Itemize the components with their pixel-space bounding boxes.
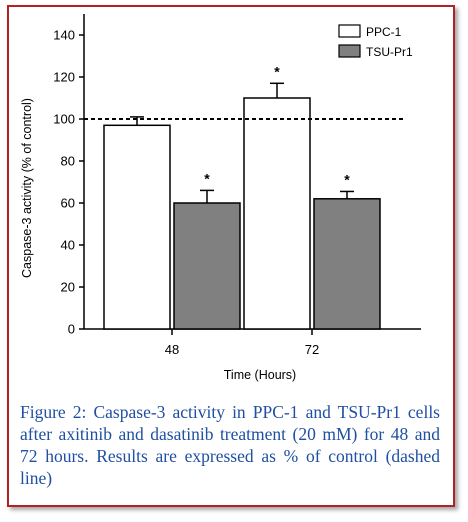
y-tick-label: 40 (61, 238, 75, 253)
caspase-chart: 0 20 40 60 80 100 120 140 48 72 * * * PPC-1 TSU-Pr1 Tim… (20, 14, 421, 382)
legend-swatch-tsu-pr1 (338, 44, 361, 58)
bar-tsu-pr1-72 (313, 198, 381, 330)
y-tick-label: 100 (53, 112, 75, 127)
x-tick-label: 48 (165, 342, 179, 357)
y-tick-label: 140 (53, 28, 75, 43)
y-tick-label: 60 (61, 196, 75, 211)
y-tick-label: 20 (61, 280, 75, 295)
x-axis-label: Time (Hours) (224, 368, 296, 382)
significance-marker: * (344, 171, 350, 187)
bar-ppc-1-72 (243, 97, 311, 330)
significance-marker: * (204, 170, 210, 186)
y-tick-label: 0 (68, 322, 75, 337)
bar-ppc-1-48 (103, 124, 171, 330)
significance-marker: * (274, 63, 280, 79)
legend-swatch-ppc-1 (338, 24, 361, 38)
legend-label: TSU-Pr1 (366, 45, 413, 59)
y-tick-label: 80 (61, 154, 75, 169)
legend-label: PPC-1 (366, 25, 402, 39)
bar-tsu-pr1-48 (173, 202, 241, 330)
y-tick-label: 120 (53, 70, 75, 85)
x-tick-label: 72 (305, 342, 319, 357)
figure-caption: Figure 2: Caspase-3 activity in PPC-1 an… (20, 402, 440, 488)
y-axis-label: Caspase-3 activity (% of control) (20, 98, 34, 278)
